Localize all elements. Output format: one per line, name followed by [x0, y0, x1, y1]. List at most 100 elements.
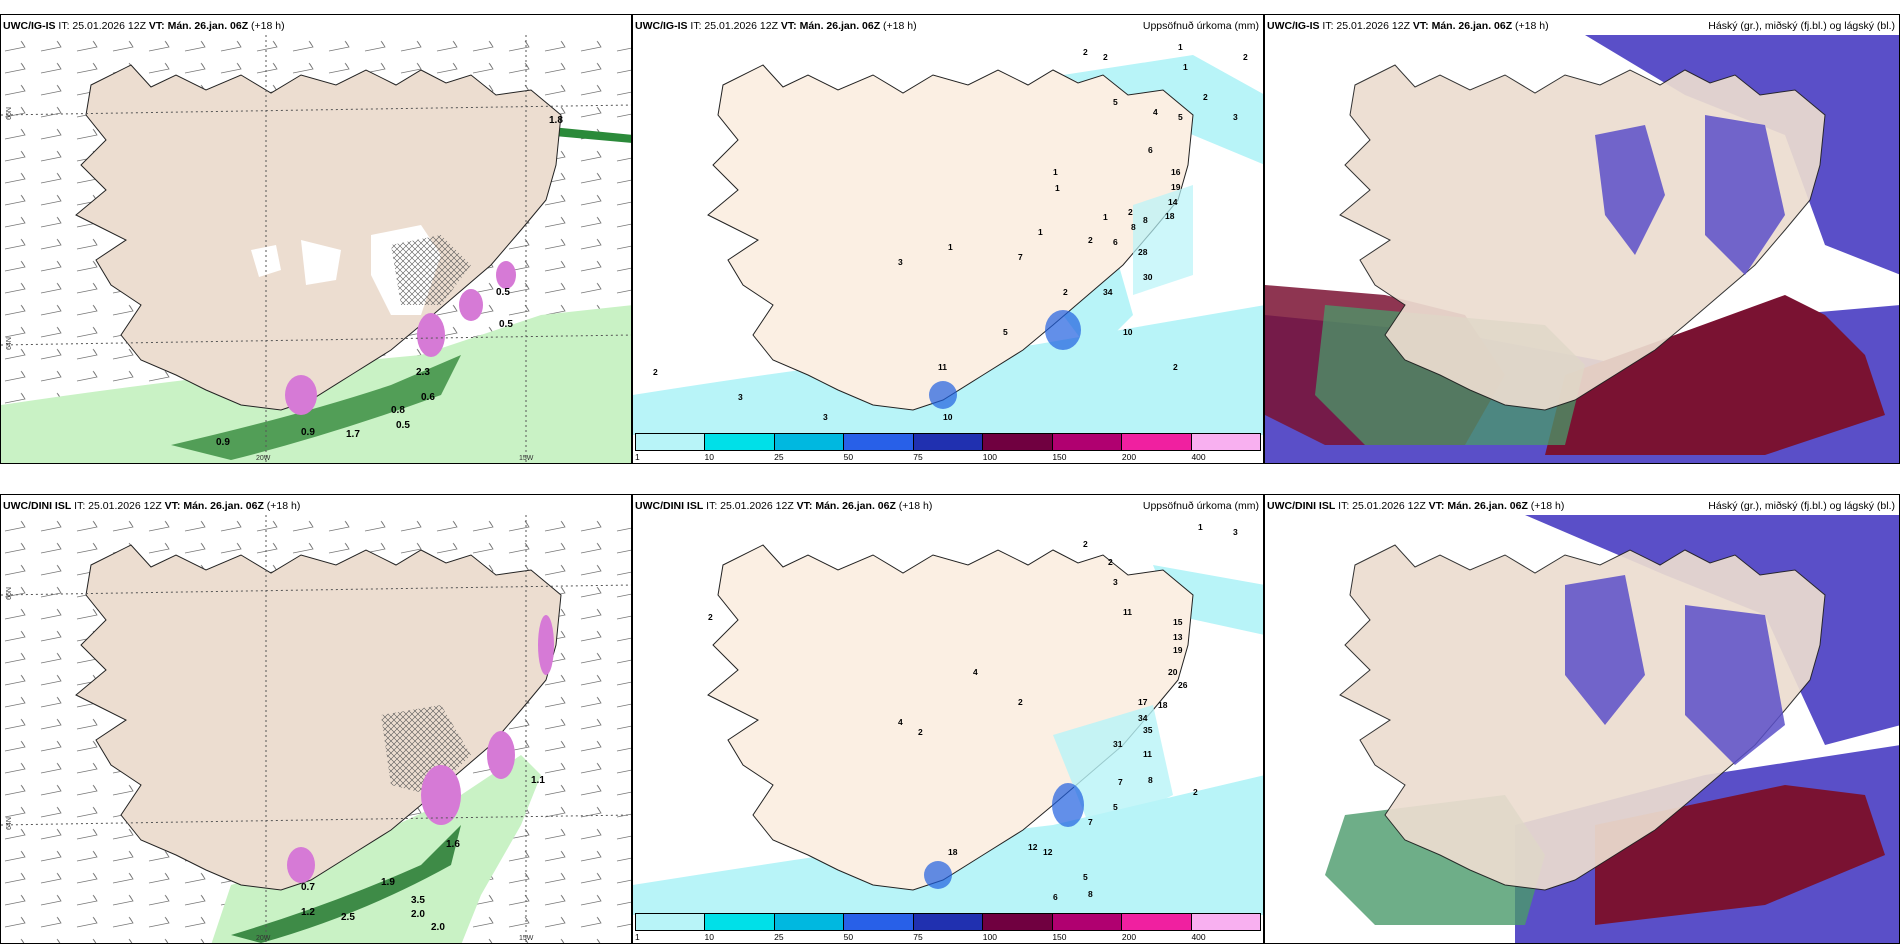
- colorbar-swatch: [983, 914, 1053, 930]
- low-cloud-over-land-2: [1705, 115, 1785, 275]
- dark-green-region: [171, 355, 461, 460]
- precip-label: 11: [1123, 607, 1132, 617]
- panel-clouds-dini: UWC/DINI ISL IT: 25.01.2026 12Z VT: Mán.…: [1264, 494, 1900, 944]
- precip-label: 13: [1173, 632, 1183, 642]
- precip-map: 2 2 1 1 2 5 4 5 6 16 19 14 18 1 1 1 2 1 …: [633, 42, 1263, 435]
- vis-label: 0.7: [301, 882, 315, 893]
- colorbar-swatch: [705, 434, 775, 450]
- colorbar-tick-label: 50: [843, 452, 854, 462]
- iceland-landmass: [75, 64, 562, 411]
- iceland-landmass: [1339, 64, 1826, 411]
- vis-label: 0.5: [499, 319, 513, 330]
- panel-title: Uppsöfnuð úrkoma (mm): [1142, 500, 1259, 512]
- high-cloud-region: [1545, 295, 1885, 455]
- colorbar-swatch: [983, 434, 1053, 450]
- precip-label: 1: [1053, 167, 1058, 177]
- magenta-patch: [421, 765, 461, 825]
- precip-label: 2: [1128, 207, 1133, 217]
- panel-header: UWC/IG-IS IT: 25.01.2026 12Z VT: Mán. 26…: [635, 20, 917, 32]
- magenta-patch: [417, 313, 445, 357]
- precip-label: 5: [1083, 872, 1088, 882]
- lat-label-64: 64N: [5, 337, 13, 350]
- precip-label: 28: [1138, 247, 1148, 257]
- low-cloud-region: [1525, 515, 1899, 745]
- colorbar-tick-label: 200: [1121, 452, 1137, 462]
- precip-label: 1: [1198, 522, 1203, 532]
- vis-label: 1.8: [549, 115, 563, 126]
- panel-title: Háský (gr.), miðský (fj.bl.) og lágský (…: [1708, 500, 1895, 512]
- colorbar-tick-label: 1: [635, 932, 640, 942]
- cloud-map: [1325, 515, 1899, 943]
- colorbar-swatch: [913, 914, 984, 930]
- precip-label: 30: [1143, 272, 1153, 282]
- colorbar-swatch: [1122, 914, 1192, 930]
- colorbar-swatch: [705, 914, 775, 930]
- precip-label: 8: [1143, 215, 1148, 225]
- colorbar-tick-label: 75: [913, 932, 923, 942]
- precip-label: 8: [1088, 889, 1093, 899]
- vis-label: 2.0: [411, 909, 425, 920]
- precip-label: 19: [1173, 645, 1183, 655]
- precip-label: 31: [1113, 739, 1123, 749]
- precip-label: 8: [1131, 222, 1136, 232]
- precip-label: 7: [1088, 817, 1093, 827]
- precip-label: 4: [898, 717, 903, 727]
- colorbar-tick-label: 10: [704, 932, 715, 942]
- precip-label: 1: [948, 242, 953, 252]
- precip-label: 16: [1171, 167, 1181, 177]
- low-cloud-over-land-2: [1685, 605, 1785, 765]
- colorbar-tick-label: 150: [1052, 452, 1067, 462]
- precip-label: 1: [1055, 183, 1060, 193]
- panel-header: UWC/DINI ISL IT: 25.01.2026 12Z VT: Mán.…: [635, 500, 933, 512]
- precip-label: 12: [1028, 842, 1038, 852]
- precip-label: 10: [943, 412, 953, 422]
- colorbar-swatch: [774, 434, 845, 450]
- panel-header: UWC/IG-IS IT: 25.01.2026 12Z VT: Mán. 26…: [3, 20, 285, 32]
- magenta-patch-3: [538, 615, 554, 675]
- dark-green-region: [231, 825, 461, 943]
- colorbar-tick-label: 25: [774, 452, 784, 462]
- precip-label: 5: [1113, 802, 1118, 812]
- grid-lat-64: [1, 334, 631, 346]
- low-cloud-over-land: [1595, 125, 1665, 255]
- colorbar-labels: 1 10 25 50 75 100 150 200 400: [635, 931, 1261, 943]
- colorbar-swatch: [1122, 434, 1192, 450]
- precip-label: 19: [1171, 182, 1181, 192]
- precip-label: 26: [1178, 680, 1188, 690]
- precip-label: 2: [1243, 52, 1248, 62]
- vis-label: 2.5: [341, 912, 355, 923]
- colorbar-tick-label: 400: [1191, 932, 1206, 942]
- vis-label: 0.8: [391, 405, 405, 416]
- low-cloud-over-land: [1565, 575, 1645, 725]
- precip-label: 3: [823, 412, 828, 422]
- colorbar-tick-label: 1: [635, 452, 640, 462]
- precip-label: 6: [1053, 892, 1058, 902]
- colorbar-swatch: [774, 914, 845, 930]
- colorbar: 1 10 25 50 75 100 150 200 400: [635, 913, 1261, 943]
- precip-label: 6: [1148, 145, 1153, 155]
- panel-precip-dini: UWC/DINI ISL IT: 25.01.2026 12Z VT: Mán.…: [632, 494, 1264, 944]
- precip-high-patch-2: [924, 861, 952, 889]
- iceland-landmass: [707, 64, 1194, 411]
- magenta-patch-4: [496, 261, 516, 289]
- precip-label: 2: [1063, 287, 1068, 297]
- panel-title: Háský (gr.), miðský (fj.bl.) og lágský (…: [1708, 20, 1895, 32]
- precip-label: 2: [1108, 557, 1113, 567]
- vis-label: 1.7: [346, 429, 360, 440]
- grid-lat-66: [1, 104, 631, 116]
- precip-label: 7: [1118, 777, 1123, 787]
- colorbar-swatch: [913, 434, 984, 450]
- colorbar: 1 10 25 50 75 100 150 200 400: [635, 433, 1261, 462]
- magenta-patch-2: [459, 289, 483, 321]
- precip-label: 2: [1173, 362, 1178, 372]
- vis-label: 0.9: [216, 437, 230, 448]
- precip-label: 6: [1113, 237, 1118, 247]
- cloud-map: [1265, 35, 1899, 463]
- precip-label: 2: [1193, 787, 1198, 797]
- colorbar-swatch: [1052, 434, 1123, 450]
- wind-visibility-map: 0.5 0.5 2.3 0.6 0.8 0.5 0.9 0.9 1.7 1.8: [1, 35, 631, 463]
- precip-north-region: [1153, 565, 1263, 635]
- precip-label: 5: [1113, 97, 1118, 107]
- precip-label: 3: [898, 257, 903, 267]
- precip-label: 35: [1143, 725, 1153, 735]
